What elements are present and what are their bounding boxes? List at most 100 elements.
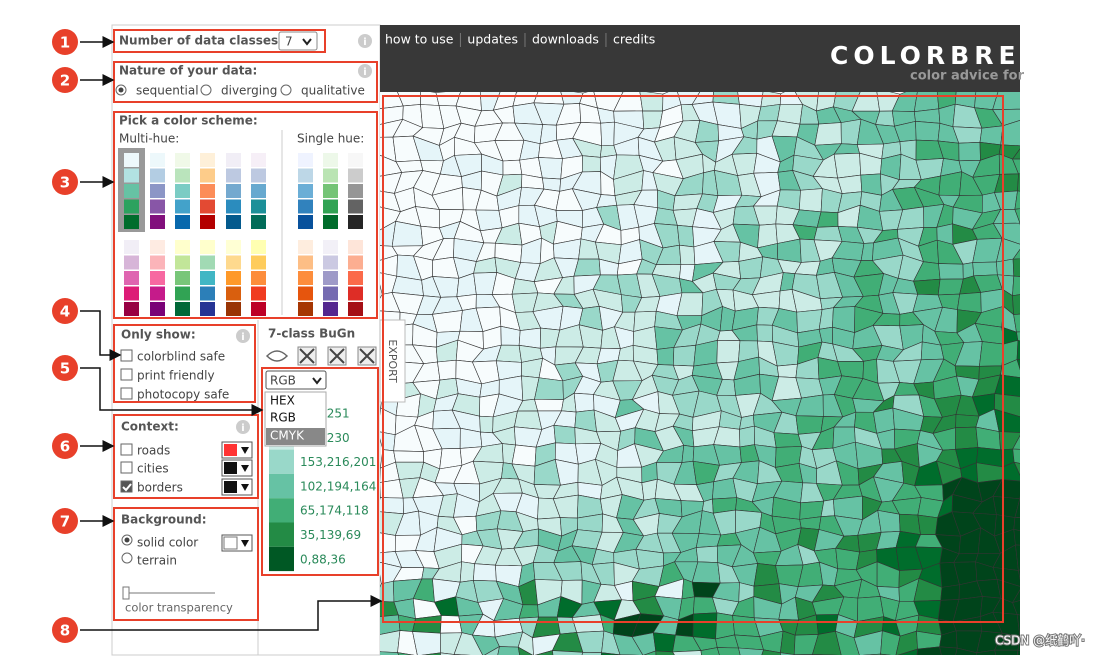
scheme-swatch[interactable] (348, 215, 363, 229)
radio[interactable] (280, 84, 292, 96)
scheme-swatch[interactable] (175, 302, 190, 316)
scheme-swatch[interactable] (175, 286, 190, 301)
scheme-swatch[interactable] (226, 255, 241, 270)
scheme-swatch[interactable] (124, 240, 139, 254)
scheme-swatch[interactable] (251, 215, 266, 229)
scheme-swatch[interactable] (175, 215, 190, 229)
scheme-swatch[interactable] (175, 271, 190, 285)
scheme-swatch[interactable] (175, 184, 190, 198)
format-option[interactable]: RGB (270, 411, 296, 425)
scheme-swatch[interactable] (200, 302, 215, 316)
scheme-swatch[interactable] (251, 184, 266, 198)
scheme-swatch[interactable] (124, 255, 139, 270)
scheme-swatch[interactable] (251, 153, 266, 167)
scheme-swatch[interactable] (251, 286, 266, 301)
scheme-swatch[interactable] (124, 199, 139, 214)
scheme-swatch[interactable] (251, 168, 266, 183)
scheme-swatch[interactable] (323, 271, 338, 285)
scheme-swatch[interactable] (298, 153, 313, 167)
scheme-swatch[interactable] (251, 255, 266, 270)
scheme-swatch[interactable] (124, 215, 139, 229)
checkbox[interactable] (120, 480, 133, 493)
scheme-swatch[interactable] (200, 255, 215, 270)
checkbox[interactable] (120, 443, 133, 456)
checkbox[interactable] (120, 368, 133, 381)
scheme-swatch[interactable] (348, 199, 363, 214)
scheme-swatch[interactable] (150, 168, 165, 183)
scheme-swatch[interactable] (124, 302, 139, 316)
scheme-swatch[interactable] (226, 153, 241, 167)
nav-link[interactable]: downloads (532, 32, 599, 47)
export-tab[interactable] (379, 319, 406, 403)
scheme-swatch[interactable] (323, 255, 338, 270)
format-option[interactable]: HEX (270, 394, 295, 408)
scheme-swatch[interactable] (323, 199, 338, 214)
scheme-swatch[interactable] (298, 302, 313, 316)
slider-thumb[interactable] (122, 586, 130, 600)
scheme-swatch[interactable] (323, 215, 338, 229)
scheme-swatch[interactable] (124, 168, 139, 183)
scheme-swatch[interactable] (298, 255, 313, 270)
scheme-swatch[interactable] (226, 271, 241, 285)
scheme-swatch[interactable] (150, 255, 165, 270)
scheme-swatch[interactable] (323, 184, 338, 198)
scheme-swatch[interactable] (226, 184, 241, 198)
scheme-swatch[interactable] (124, 184, 139, 198)
scheme-swatch[interactable] (298, 184, 313, 198)
scheme-swatch[interactable] (200, 153, 215, 167)
nav-link[interactable]: credits (613, 32, 655, 47)
scheme-swatch[interactable] (298, 271, 313, 285)
scheme-swatch[interactable] (200, 215, 215, 229)
scheme-swatch[interactable] (348, 302, 363, 316)
scheme-swatch[interactable] (150, 240, 165, 254)
scheme-swatch[interactable] (150, 271, 165, 285)
scheme-swatch[interactable] (226, 286, 241, 301)
scheme-swatch[interactable] (226, 240, 241, 254)
scheme-swatch[interactable] (200, 184, 215, 198)
scheme-swatch[interactable] (175, 168, 190, 183)
scheme-swatch[interactable] (251, 199, 266, 214)
radio[interactable] (200, 84, 212, 96)
scheme-swatch[interactable] (175, 199, 190, 214)
checkbox[interactable] (120, 387, 133, 400)
scheme-swatch[interactable] (323, 286, 338, 301)
scheme-swatch[interactable] (298, 286, 313, 301)
scheme-swatch[interactable] (124, 271, 139, 285)
scheme-swatch[interactable] (175, 255, 190, 270)
scheme-swatch[interactable] (348, 153, 363, 167)
scheme-swatch[interactable] (200, 271, 215, 285)
scheme-swatch[interactable] (323, 168, 338, 183)
scheme-swatch[interactable] (323, 153, 338, 167)
scheme-swatch[interactable] (200, 168, 215, 183)
scheme-swatch[interactable] (323, 240, 338, 254)
scheme-swatch[interactable] (226, 199, 241, 214)
scheme-swatch[interactable] (298, 168, 313, 183)
scheme-swatch[interactable] (348, 240, 363, 254)
scheme-swatch[interactable] (298, 240, 313, 254)
scheme-swatch[interactable] (175, 153, 190, 167)
scheme-swatch[interactable] (150, 302, 165, 316)
scheme-swatch[interactable] (348, 168, 363, 183)
scheme-swatch[interactable] (150, 215, 165, 229)
info-icon[interactable] (236, 420, 250, 434)
scheme-swatch[interactable] (251, 271, 266, 285)
scheme-swatch[interactable] (200, 286, 215, 301)
scheme-swatch[interactable] (150, 184, 165, 198)
scheme-swatch[interactable] (150, 199, 165, 214)
checkbox[interactable] (120, 349, 133, 362)
format-select[interactable] (265, 370, 327, 390)
scheme-swatch[interactable] (226, 168, 241, 183)
scheme-swatch[interactable] (226, 302, 241, 316)
scheme-swatch[interactable] (124, 153, 139, 167)
scheme-swatch[interactable] (200, 240, 215, 254)
scheme-swatch[interactable] (251, 240, 266, 254)
scheme-swatch[interactable] (150, 153, 165, 167)
scheme-swatch[interactable] (348, 286, 363, 301)
scheme-swatch[interactable] (298, 215, 313, 229)
nav-link[interactable]: how to use (385, 32, 454, 47)
checkbox[interactable] (120, 461, 133, 474)
format-option[interactable]: CMYK (270, 429, 305, 443)
nav-link[interactable]: updates (467, 32, 518, 47)
scheme-swatch[interactable] (298, 199, 313, 214)
classes-select[interactable] (278, 31, 318, 51)
